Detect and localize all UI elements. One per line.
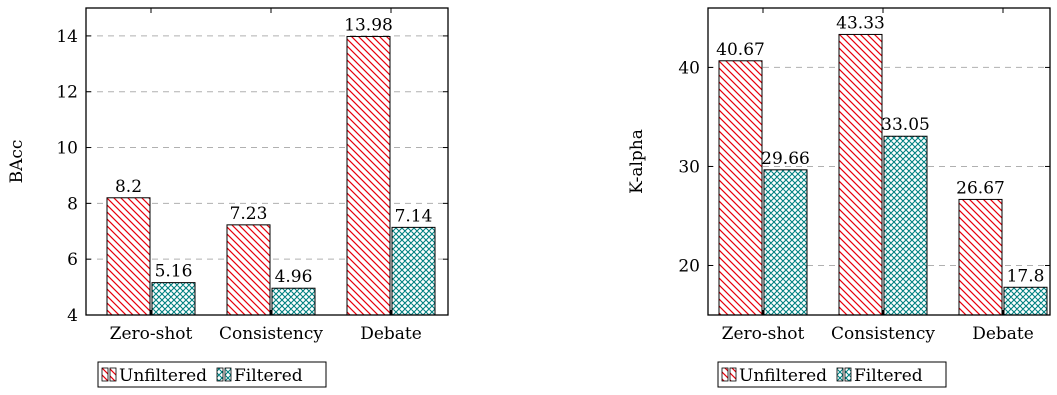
data-label: 7.14 xyxy=(395,206,433,226)
bar-unfiltered-debate xyxy=(958,198,1003,316)
legend-box xyxy=(717,361,947,388)
legend-swatch-unfiltered xyxy=(101,367,109,382)
y-tick-label: 30 xyxy=(678,157,700,177)
bar-filtered-zero-shot xyxy=(151,282,196,316)
bar-filtered-consistency xyxy=(883,135,928,316)
legend-label-unfiltered: Unfiltered xyxy=(119,366,207,386)
bar-unfiltered-consistency xyxy=(838,33,883,316)
legend-label-unfiltered: Unfiltered xyxy=(739,366,827,386)
bar-filtered-zero-shot xyxy=(763,169,808,316)
y-tick-label: 12 xyxy=(56,83,78,103)
y-tick-label: 20 xyxy=(678,256,700,276)
y-tick-label: 8 xyxy=(67,194,78,214)
y-tick-label: 40 xyxy=(678,58,700,78)
x-tick-label: Zero-shot xyxy=(722,324,805,344)
y-tick-label: 14 xyxy=(56,27,78,47)
legend-label-filtered: Filtered xyxy=(234,366,303,386)
legend-swatch-filtered xyxy=(836,367,844,382)
y-tick-label: 4 xyxy=(67,306,78,326)
y-axis-title: K-alpha xyxy=(627,129,647,194)
legend: Unfiltered Filtered xyxy=(97,361,327,388)
bar-unfiltered-zero-shot xyxy=(718,60,763,316)
y-tick-label: 10 xyxy=(56,139,78,159)
bar-filtered-consistency xyxy=(271,287,316,316)
data-label: 29.66 xyxy=(761,149,810,169)
legend-swatch-filtered xyxy=(844,367,852,382)
legend-swatch-unfiltered xyxy=(721,367,729,382)
bar-unfiltered-consistency xyxy=(226,224,271,316)
data-label: 17.8 xyxy=(1007,266,1045,286)
plot-frame xyxy=(707,7,1051,316)
data-label: 13.98 xyxy=(344,15,393,35)
x-tick-label: Consistency xyxy=(831,324,935,344)
y-tick-label: 6 xyxy=(67,250,78,270)
x-tick-label: Debate xyxy=(360,324,422,344)
data-label: 33.05 xyxy=(881,115,930,135)
x-tick-label: Debate xyxy=(972,324,1034,344)
data-label: 26.67 xyxy=(956,178,1005,198)
x-tick-label: Zero-shot xyxy=(110,324,193,344)
data-label: 4.96 xyxy=(275,267,313,287)
legend-box xyxy=(97,361,327,388)
data-label: 8.2 xyxy=(115,177,142,197)
y-axis-title: BAcc xyxy=(7,140,27,184)
legend-label-filtered: Filtered xyxy=(854,366,923,386)
x-tick-label: Consistency xyxy=(219,324,323,344)
legend-swatch-unfiltered xyxy=(109,367,117,382)
bar-unfiltered-debate xyxy=(346,35,391,316)
legend: Unfiltered Filtered xyxy=(717,361,947,388)
legend-swatch-filtered xyxy=(216,367,224,382)
chart-panel-1: 4 6 8 10 12 14 8.2 5.16 Zero-shot 7.23 4.96 Consist… xyxy=(7,7,449,388)
legend-swatch-filtered xyxy=(224,367,232,382)
bar-unfiltered-zero-shot xyxy=(106,197,151,316)
bar-filtered-debate xyxy=(1003,286,1048,316)
chart-panel-2: 20 30 40 40.67 29.66 Zero-shot 43.33 33.05 Consi… xyxy=(627,7,1051,388)
data-label: 43.33 xyxy=(836,13,885,33)
plot-frame xyxy=(85,7,449,316)
data-label: 7.23 xyxy=(230,204,268,224)
data-label: 5.16 xyxy=(155,262,193,282)
legend-swatch-unfiltered xyxy=(729,367,737,382)
data-label: 40.67 xyxy=(716,40,765,60)
bar-filtered-debate xyxy=(391,226,436,316)
